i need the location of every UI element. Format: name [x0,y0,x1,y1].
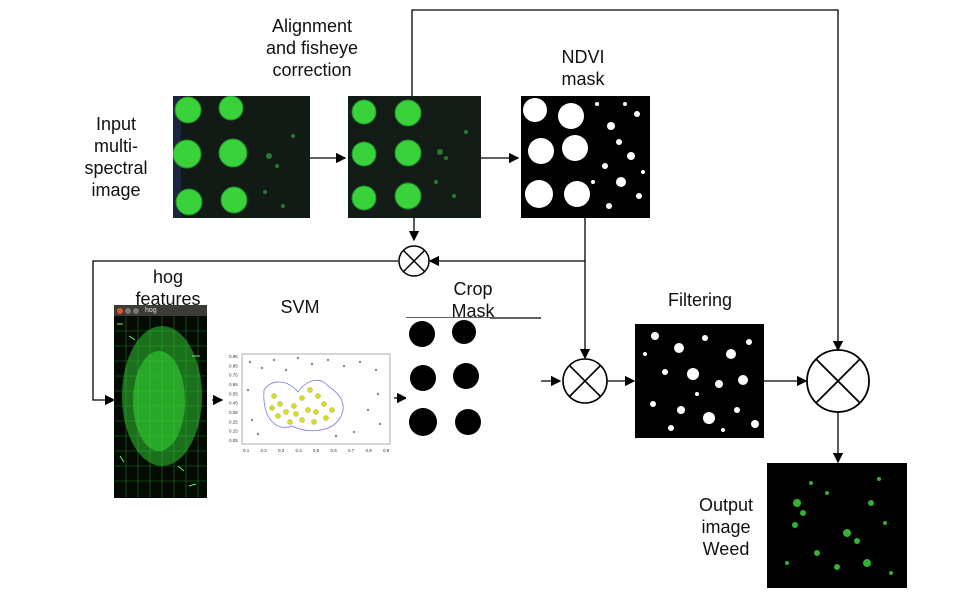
crop-mask-image [406,318,490,442]
ndvi-label: NDVI mask [561,47,605,89]
alignment-label: Alignment and fisheye correction [265,16,359,80]
maximize-icon [133,307,139,314]
svm-plot: 0.1 0.2 0.3 0.4 0.5 0.6 0.7 0.8 0.9 0.95 0.85 0.75… [228,350,394,462]
multiply-node-3 [806,349,870,413]
output-label: Output image Weed [698,495,754,559]
svm-y-tick: 0.05 [229,438,238,443]
svm-x-tick: 0.7 [348,448,355,453]
svm-y-tick: 0.55 [229,391,238,396]
svm-x-tick: 0.1 [243,448,250,453]
output-weed-image [767,463,907,588]
hog-features-window: hog [114,305,207,498]
hog-cells [114,316,207,498]
arrow-aligned-to-final-mult [411,9,844,352]
input-label: Input multi- spectral image [84,114,148,200]
hog-window-titlebar: hog [114,305,207,316]
multiply-node-1 [398,245,430,277]
svm-y-tick: 0.85 [229,363,238,368]
svm-y-tick: 0.65 [229,382,238,387]
svm-x-tick: 0.4 [296,448,303,453]
arrow-mult1-to-hog [92,260,398,406]
hog-window-title: hog [145,307,157,314]
filtering-label: Filtering [667,290,733,310]
multiply-node-2 [562,358,608,404]
svm-x-tick: 0.9 [383,448,390,453]
svm-y-tick: 0.75 [229,373,238,378]
svm-y-tick: 0.45 [229,401,238,406]
filtering-image [635,324,764,438]
svm-y-tick: 0.95 [229,354,238,359]
svm-label: SVM [280,297,320,317]
svm-x-tick: 0.6 [331,448,338,453]
svm-x-tick: 0.3 [278,448,285,453]
crop-mask-label: Crop Mask [451,279,495,321]
minimize-icon [125,307,131,314]
svm-x-tick: 0.2 [261,448,268,453]
svm-x-tick: 0.8 [366,448,373,453]
input-multispectral-image [173,96,310,218]
close-icon [117,307,123,314]
arrow-ndvi-to-mult1 [428,218,586,267]
svm-y-tick: 0.25 [229,419,238,424]
svm-y-tick: 0.35 [229,410,238,415]
svm-y-tick: 0.15 [229,429,238,434]
aligned-image [348,96,481,218]
svm-x-tick: 0.5 [313,448,320,453]
ndvi-mask-image [521,96,650,218]
hog-label: hog features [135,267,201,309]
